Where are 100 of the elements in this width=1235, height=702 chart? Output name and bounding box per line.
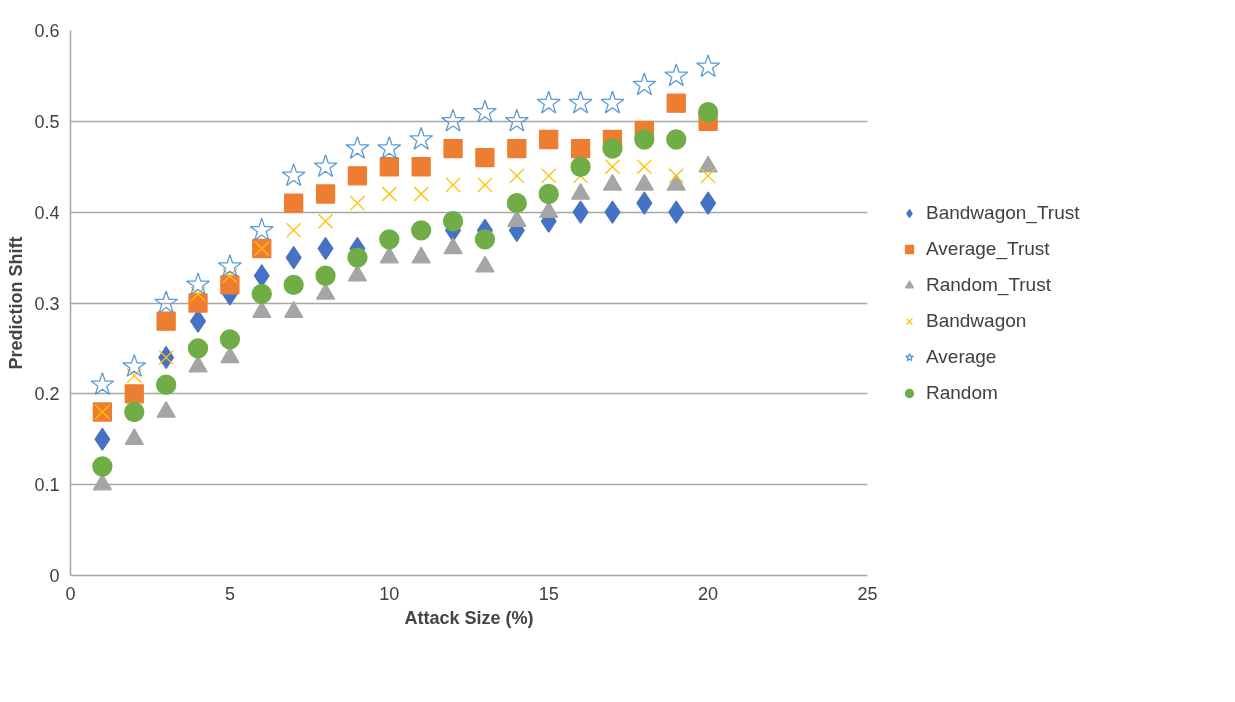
point [285, 222, 302, 239]
point [122, 353, 147, 377]
point [315, 265, 336, 286]
point [536, 90, 561, 114]
point [345, 135, 370, 159]
point [477, 177, 493, 193]
point [220, 275, 240, 295]
point [634, 129, 655, 150]
point [507, 210, 527, 228]
point [538, 183, 559, 205]
x-tick-label: 5 [224, 583, 235, 604]
point [539, 201, 559, 219]
point [379, 157, 399, 177]
point [381, 186, 398, 202]
point [347, 247, 368, 268]
point [90, 372, 115, 396]
point [156, 311, 176, 331]
point [472, 99, 497, 123]
point [222, 268, 238, 284]
point [636, 191, 653, 215]
legend-label: Random_Trust [926, 273, 1051, 296]
point [154, 290, 179, 314]
point [317, 213, 334, 229]
point [474, 229, 496, 250]
legend-label: Random [926, 381, 998, 404]
y-tick-label: 0.1 [34, 475, 60, 496]
point [187, 338, 209, 359]
point [636, 159, 653, 175]
x-tick-label: 25 [857, 583, 878, 604]
y-tick-label: 0.5 [34, 111, 60, 132]
point [570, 138, 591, 159]
point [572, 200, 589, 224]
point [190, 286, 206, 302]
point [509, 168, 525, 184]
point [155, 374, 177, 395]
point [219, 329, 241, 350]
point [568, 90, 593, 114]
point [540, 168, 557, 184]
point [539, 129, 559, 150]
y-tick-label: 0.4 [34, 202, 60, 223]
y-tick-label: 0.3 [34, 293, 60, 314]
point [507, 138, 527, 159]
point [126, 367, 142, 384]
point [124, 384, 144, 404]
point [124, 401, 145, 423]
point [668, 168, 684, 184]
point [666, 93, 686, 113]
point [347, 166, 368, 186]
y-axis-title: Prediction Shift [6, 236, 27, 370]
legend-label: Bandwagon_Trust [926, 201, 1080, 224]
point [441, 108, 466, 132]
point [284, 193, 304, 213]
point [411, 157, 431, 177]
point [604, 159, 621, 175]
point [666, 129, 687, 150]
legend-label: Average_Trust [926, 237, 1050, 260]
point [94, 427, 111, 451]
point [188, 293, 208, 313]
x-tick-label: 20 [698, 583, 719, 604]
legend-label: Average [926, 345, 997, 368]
point [506, 192, 527, 214]
point [664, 63, 689, 87]
point [251, 283, 272, 305]
point [283, 274, 304, 295]
point [413, 186, 429, 202]
point [475, 148, 495, 168]
legend-label: Bandwagon [926, 309, 1027, 332]
point [349, 195, 366, 211]
point [570, 156, 591, 177]
point [281, 163, 306, 187]
point [668, 200, 685, 224]
point [632, 72, 657, 96]
point [409, 126, 434, 150]
y-tick-label: 0.2 [34, 384, 60, 405]
point [217, 254, 242, 278]
x-tick-label: 15 [538, 583, 559, 604]
point [604, 200, 621, 224]
point [315, 184, 336, 204]
point [700, 191, 717, 215]
point [92, 456, 113, 477]
point [379, 229, 400, 250]
x-tick-label: 10 [379, 583, 400, 604]
point [445, 177, 461, 193]
point [697, 102, 719, 123]
point [411, 220, 432, 241]
point [600, 90, 625, 114]
y-tick-label: 0 [49, 566, 60, 586]
point [602, 138, 623, 159]
point [442, 211, 464, 232]
point [443, 138, 463, 159]
point [504, 108, 529, 132]
point [700, 168, 716, 184]
x-tick-label: 0 [65, 583, 76, 604]
point [249, 217, 274, 241]
y-tick-label: 0.6 [34, 21, 60, 41]
point [377, 135, 402, 159]
point [696, 54, 721, 78]
x-axis-title: Attack Size (%) [404, 607, 534, 628]
point [313, 154, 338, 178]
point [158, 349, 174, 366]
